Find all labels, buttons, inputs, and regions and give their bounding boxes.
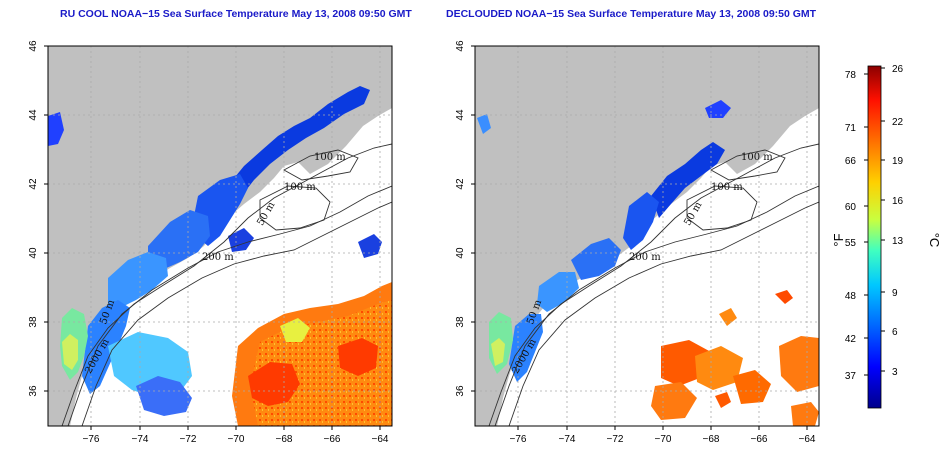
right-map-title: DECLOUDED NOAA−15 Sea Surface Temperatur… xyxy=(446,8,817,20)
colorbar-gradient xyxy=(867,65,882,409)
x-tick-label: −68 xyxy=(276,434,293,445)
left-map: 100 m 100 m 50 m 200 m 50 m 2000 m xyxy=(47,45,393,427)
y-tick-label: 44 xyxy=(455,109,466,121)
colorbar: 78 71 66 60 55 48 42 37 26 22 19 16 13 9 6 3 °F °C xyxy=(831,64,942,409)
x-tick-label: −64 xyxy=(372,434,389,445)
x-tick-label: −68 xyxy=(703,434,720,445)
contour-label: 200 m xyxy=(202,252,234,263)
fahrenheit-tick-label: 78 xyxy=(845,70,857,81)
fahrenheit-tick-label: 37 xyxy=(845,371,857,382)
contour-label: 100 m xyxy=(314,152,346,163)
y-tick-label: 36 xyxy=(28,385,39,397)
sst-patches xyxy=(477,100,819,426)
right-map: 100 m 100 m 50 m 200 m 50 m 2000 m xyxy=(474,45,820,427)
celsius-tick-label: 13 xyxy=(892,236,904,247)
y-tick-label: 42 xyxy=(28,178,39,190)
grid-lines xyxy=(475,46,819,426)
y-tick-label: 38 xyxy=(455,316,466,328)
nova-scotia-shelf-land xyxy=(715,46,819,156)
x-tick-label: −72 xyxy=(180,434,197,445)
celsius-tick-label: 26 xyxy=(892,64,904,75)
fahrenheit-tick-label: 60 xyxy=(845,202,857,213)
fahrenheit-tick-label: 66 xyxy=(845,156,857,167)
fahrenheit-tick-label: 71 xyxy=(845,123,857,134)
contour-label: 100 m xyxy=(741,152,773,163)
x-tick-label: −64 xyxy=(799,434,816,445)
y-tick-label: 40 xyxy=(28,247,39,259)
x-tick-label: −66 xyxy=(751,434,768,445)
celsius-tick-label: 16 xyxy=(892,196,904,207)
fahrenheit-tick-label: 48 xyxy=(845,291,857,302)
y-tick-label: 46 xyxy=(455,40,466,52)
celsius-tick-label: 6 xyxy=(892,327,898,338)
bathymetry-contours xyxy=(61,143,392,426)
x-tick-label: −70 xyxy=(655,434,672,445)
celsius-tick-label: 9 xyxy=(892,288,898,299)
y-tick-label: 44 xyxy=(28,109,39,121)
y-tick-label: 46 xyxy=(28,40,39,52)
contour-label: 200 m xyxy=(629,252,661,263)
celsius-tick-label: 22 xyxy=(892,117,904,128)
bathymetry-contours xyxy=(488,143,819,426)
sst-patches xyxy=(48,86,392,426)
y-tick-label: 38 xyxy=(28,316,39,328)
left-map-title: RU COOL NOAA−15 Sea Surface Temperature … xyxy=(60,8,412,20)
axis-ticks: −76 −74 −72 −70 −68 −66 −64 46 44 42 40 38 36 −76 −74 −… xyxy=(28,40,816,445)
x-tick-label: −70 xyxy=(228,434,245,445)
map-frame xyxy=(47,45,393,427)
x-tick-label: −66 xyxy=(324,434,341,445)
y-tick-label: 42 xyxy=(455,178,466,190)
celsius-tick-label: 3 xyxy=(892,367,898,378)
fahrenheit-tick-label: 55 xyxy=(845,238,857,249)
x-tick-label: −74 xyxy=(559,434,576,445)
colorbar-ticks: 78 71 66 60 55 48 42 37 26 22 19 16 13 9 6 3 xyxy=(845,64,904,382)
fahrenheit-tick-label: 42 xyxy=(845,334,857,345)
fahrenheit-unit-label: °F xyxy=(831,233,846,246)
x-tick-label: −74 xyxy=(132,434,149,445)
x-tick-label: −76 xyxy=(83,434,100,445)
celsius-tick-label: 19 xyxy=(892,156,904,167)
x-tick-label: −72 xyxy=(607,434,624,445)
contour-label: 100 m xyxy=(284,182,316,193)
x-tick-label: −76 xyxy=(510,434,527,445)
celsius-unit-label: °C xyxy=(927,233,942,248)
map-frame xyxy=(474,45,820,427)
contour-label: 100 m xyxy=(711,182,743,193)
y-tick-label: 36 xyxy=(455,385,466,397)
y-tick-label: 40 xyxy=(455,247,466,259)
